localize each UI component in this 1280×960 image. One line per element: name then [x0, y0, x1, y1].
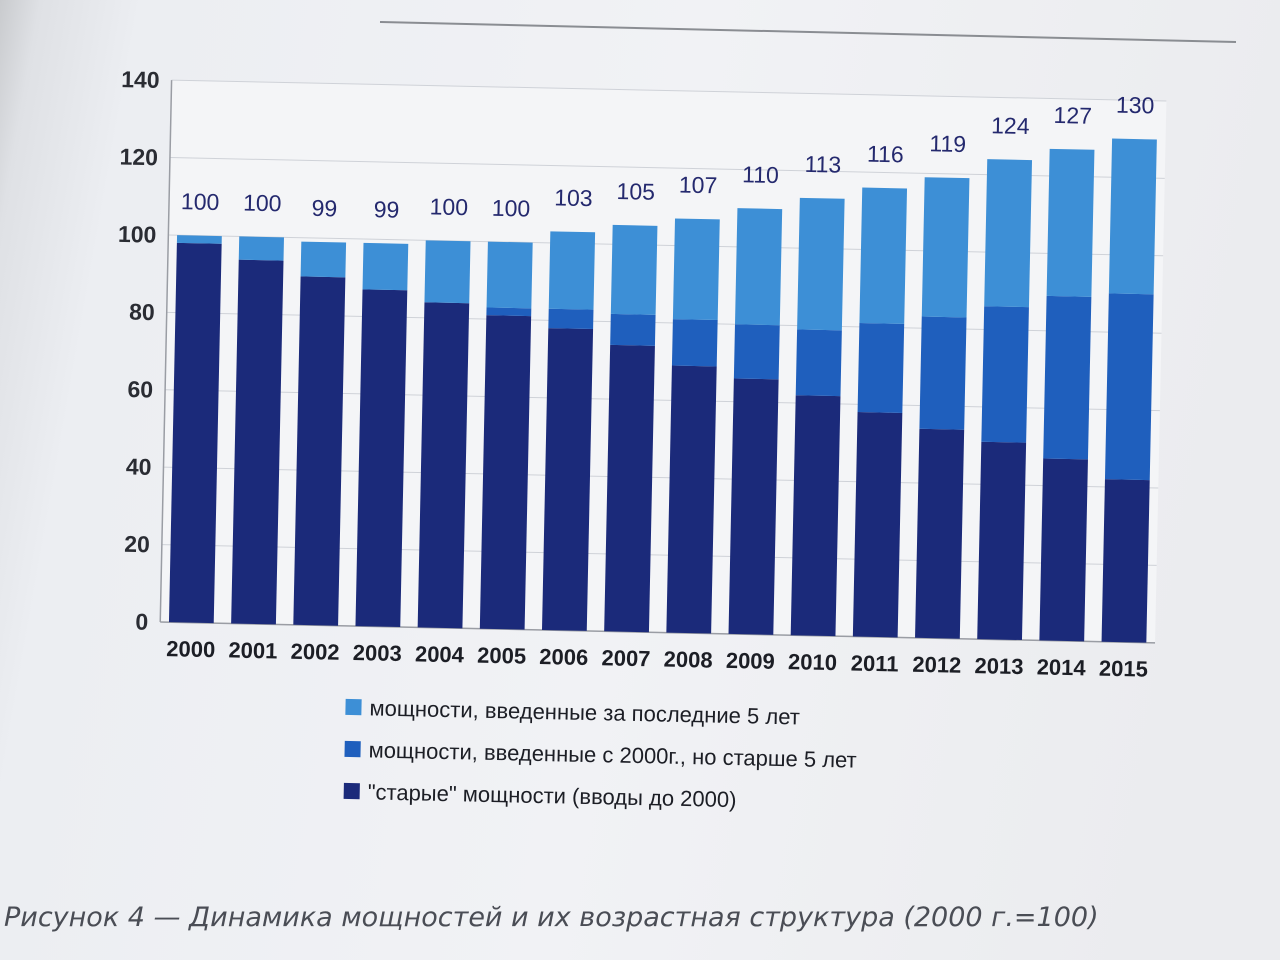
bar-segment: [168, 242, 222, 624]
gridline: [171, 79, 1167, 102]
bar-segment: [671, 319, 718, 367]
y-axis: [159, 80, 173, 623]
data-label: 100: [243, 190, 282, 217]
bar-segment: [1039, 458, 1088, 642]
bar-segment: [1046, 148, 1095, 297]
bar-segment: [981, 306, 1029, 443]
bar-segment: [977, 441, 1027, 641]
bar-segment: [300, 241, 347, 278]
x-tick-label: 2010: [788, 649, 837, 675]
bar-segment: [733, 324, 780, 380]
bar-segment: [610, 224, 658, 315]
legend-swatch: [343, 782, 360, 800]
bar-segment: [666, 365, 717, 634]
data-label: 103: [554, 184, 593, 211]
data-label: 110: [742, 161, 779, 188]
y-tick-label: 60: [127, 376, 153, 403]
bar-segment: [728, 378, 779, 635]
bar-segment: [541, 328, 594, 631]
top-rule: [379, 21, 1237, 43]
bar-segment: [1108, 138, 1157, 295]
bar-segment: [735, 208, 783, 326]
x-tick-label: 2014: [1036, 654, 1086, 680]
x-tick-label: 2002: [290, 639, 339, 665]
x-tick-label: 2001: [228, 637, 277, 663]
bar-segment: [857, 322, 905, 413]
x-tick-label: 2005: [477, 643, 526, 669]
x-tick-label: 2007: [601, 645, 650, 671]
y-tick-label: 20: [124, 531, 150, 558]
x-tick-label: 2008: [663, 647, 712, 673]
bar-segment: [859, 187, 908, 324]
y-tick-label: 0: [135, 608, 148, 634]
bar-segment: [424, 240, 471, 304]
bar-segment: [293, 276, 346, 626]
x-tick-label: 2000: [166, 636, 215, 662]
x-tick-label: 2006: [539, 644, 588, 670]
figure-caption: Рисунок 4 — Динамика мощностей и их возр…: [4, 902, 1099, 933]
bar-segment: [362, 242, 409, 291]
bar-segment: [790, 395, 841, 637]
bar-segment: [417, 302, 470, 629]
legend-label: "старые" мощности (вводы до 2000): [367, 779, 736, 812]
bar-segment: [231, 259, 284, 625]
data-label: 119: [929, 130, 966, 157]
bar-segment: [919, 316, 967, 430]
bar-segment: [238, 236, 284, 261]
x-tick-label: 2004: [415, 641, 465, 667]
bar-segment: [355, 289, 408, 628]
bar-segment: [479, 315, 532, 630]
data-label: 100: [492, 195, 531, 222]
bar-segment: [852, 412, 903, 638]
data-label: 130: [1116, 92, 1155, 119]
legend-label: мощности, введенные за последние 5 лет: [369, 695, 800, 729]
y-tick-label: 40: [126, 453, 152, 480]
x-tick-label: 2015: [1099, 656, 1148, 682]
x-tick-label: 2003: [353, 640, 402, 666]
bar-segment: [797, 197, 845, 331]
y-tick-label: 120: [119, 143, 158, 170]
bar-segment: [610, 313, 656, 346]
bar-segment: [984, 159, 1033, 308]
bar-segment: [486, 307, 532, 317]
y-tick-label: 140: [121, 66, 160, 93]
bar-segment: [795, 329, 842, 397]
bar-segment: [548, 231, 596, 310]
data-label: 124: [991, 112, 1030, 139]
legend-swatch: [345, 698, 362, 716]
bar-segment: [1043, 295, 1092, 460]
x-tick-label: 2013: [974, 653, 1023, 679]
legend-swatch: [344, 740, 361, 758]
data-label: 99: [374, 196, 400, 223]
data-label: 105: [616, 178, 655, 205]
bar-segment: [921, 177, 970, 318]
bar-segment: [915, 428, 965, 639]
data-label: 116: [867, 141, 904, 168]
x-tick-label: 2009: [726, 648, 775, 674]
bar-segment: [176, 235, 222, 244]
bar-segment: [548, 308, 594, 330]
bar-segment: [486, 241, 533, 309]
plot-area: [160, 80, 1167, 643]
data-label: 113: [804, 151, 841, 178]
bar-segment: [1101, 479, 1150, 643]
legend-label: мощности, введенные с 2000г., но старше …: [368, 737, 857, 772]
data-label: 99: [311, 195, 337, 222]
y-tick-label: 100: [118, 221, 157, 248]
data-label: 127: [1053, 102, 1092, 129]
x-tick-label: 2011: [851, 650, 899, 676]
data-label: 100: [181, 188, 220, 215]
data-label: 107: [679, 172, 718, 199]
y-tick-label: 80: [129, 299, 155, 326]
bar-segment: [604, 344, 655, 633]
bar-segment: [1104, 293, 1154, 481]
data-label: 100: [429, 193, 468, 220]
x-tick-label: 2012: [912, 652, 961, 678]
bar-segment: [672, 218, 720, 321]
